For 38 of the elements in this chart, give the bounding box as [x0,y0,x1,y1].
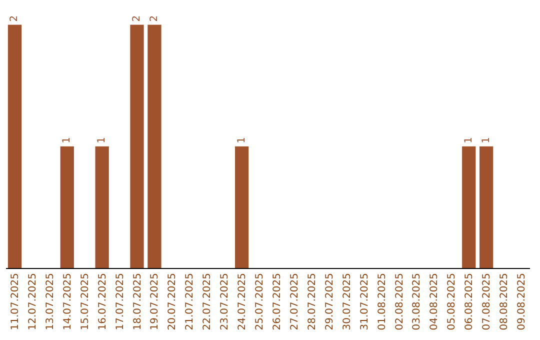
x-tick-label: 13.07.2025 [44,273,56,330]
x-tick-label: 22.07.2025 [202,273,214,330]
x-tick-label: 07.08.2025 [482,273,493,330]
x-tick-label: 31.07.2025 [359,273,370,330]
x-tick-label: 24.07.2025 [237,273,248,330]
data-label: 2 [132,15,142,22]
data-label: 1 [236,137,248,144]
data-label: 1 [480,137,492,144]
x-tick-label: 06.08.2025 [464,273,476,330]
x-tick-label: 08.08.2025 [499,273,510,330]
data-label: 1 [62,137,73,144]
x-tick-label: 23.07.2025 [220,273,231,330]
x-tick-label: 14.07.2025 [62,273,74,330]
x-tick-label: 19.07.2025 [150,273,161,330]
data-label: 1 [96,137,108,144]
x-tick-label: 16.07.2025 [97,273,108,330]
x-tick-label: 30.07.2025 [342,273,353,330]
data-label: 2 [9,15,20,22]
x-tick-label: 03.08.2025 [412,273,423,330]
x-tick-label: 18.07.2025 [132,273,144,330]
x-tick-label: 12.07.2025 [27,273,38,330]
x-tick-label: 15.07.2025 [80,273,91,330]
x-tick-label: 04.08.2025 [429,273,440,330]
x-tick-label: 25.07.2025 [254,273,266,330]
x-tick-label: 28.07.2025 [306,273,318,330]
x-tick-label: 29.07.2025 [324,273,336,330]
x-tick-label: 01.08.2025 [376,273,388,330]
x-tick-label: 09.08.2025 [516,273,528,330]
data-label: 1 [463,137,474,144]
x-tick-label: 27.07.2025 [289,273,300,330]
x-tick-label: 26.07.2025 [272,273,283,330]
x-tick-label: 20.07.2025 [167,273,178,330]
data-label: 2 [148,15,160,22]
x-tick-label: 21.07.2025 [184,273,196,330]
x-tick-label: 11.07.2025 [10,273,21,330]
x-tick-label: 17.07.2025 [114,273,126,330]
x-tick-label: 02.08.2025 [394,273,406,330]
x-tick-label: 05.08.2025 [446,273,458,330]
